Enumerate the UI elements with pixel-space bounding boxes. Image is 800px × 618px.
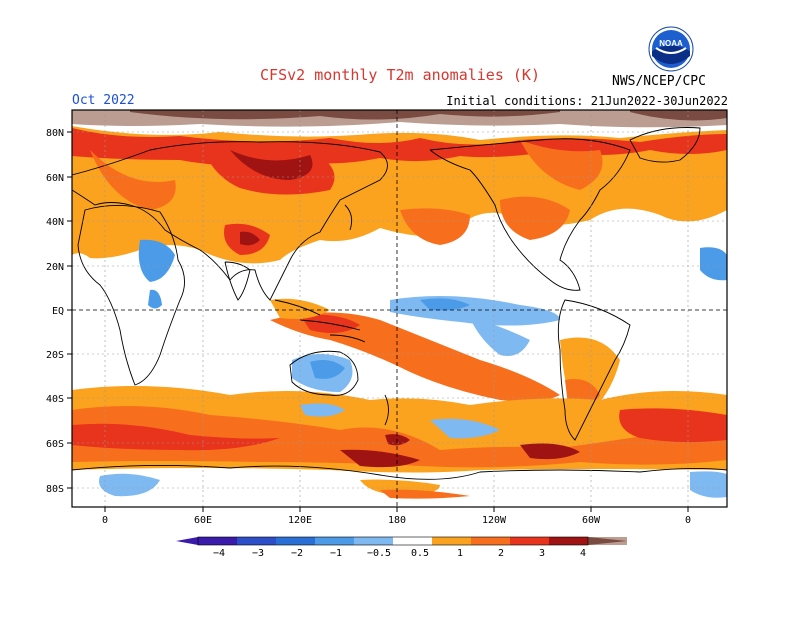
- logo-text: NOAA: [659, 39, 683, 48]
- map-title: CFSv2 monthly T2m anomalies (K): [260, 66, 540, 84]
- enso-cool-core: [420, 298, 470, 311]
- maritime-warm: [270, 298, 330, 319]
- arctic-max-anomaly-2: [630, 110, 727, 121]
- so-max-1: [340, 449, 420, 468]
- lat-label-60s: 60S: [46, 439, 64, 450]
- colorbar-seg-4-3: [237, 537, 276, 545]
- colorbar-seg-05-1: [432, 537, 471, 545]
- so-hot-2: [619, 408, 727, 443]
- lat-label-40s: 40S: [46, 394, 64, 405]
- lat-label-40n: 40N: [46, 217, 64, 228]
- lat-label-eq: EQ: [52, 306, 64, 317]
- lat-label-20s: 20S: [46, 350, 64, 361]
- colorbar-label-4: 4: [580, 548, 586, 559]
- lat-label-60n: 60N: [46, 173, 64, 184]
- australia-cool-core: [310, 360, 345, 379]
- antarctic-cool-2: [690, 471, 727, 498]
- na-warm: [500, 196, 570, 240]
- lon-label-120w: 120W: [482, 515, 507, 526]
- enso-cool-2: [470, 318, 530, 356]
- colorbar-label-neg3: −3: [252, 548, 264, 559]
- initial-conditions: Initial conditions: 21Jun2022-30Jun2022: [446, 94, 728, 108]
- siberia-max: [230, 150, 313, 180]
- atlantic-cool: [700, 247, 727, 281]
- colorbar-seg-3-4: [549, 537, 588, 545]
- colorbar-seg-below-4: [198, 537, 237, 545]
- anomaly-fields: [72, 110, 727, 507]
- lat-label-80n: 80N: [46, 128, 64, 139]
- lon-label-60e: 60E: [194, 515, 212, 526]
- africa-cool: [148, 289, 162, 309]
- nafrica-cool: [138, 239, 175, 282]
- antarctic-cool-1: [99, 473, 160, 497]
- noaa-logo: NOAA: [648, 26, 694, 72]
- colorbar: −4 −3 −2 −1 −0.5 0.5 1 2 3 4: [176, 536, 627, 559]
- so-max-3: [385, 434, 410, 446]
- lon-label-0: 0: [102, 515, 108, 526]
- colorbar-label-neg4: −4: [213, 548, 225, 559]
- lon-label-60w: 60W: [582, 515, 601, 526]
- colorbar-seg-neutral: [393, 537, 432, 545]
- colorbar-label-05: 0.5: [411, 548, 429, 559]
- graticule: [72, 110, 727, 507]
- np-warm: [400, 208, 470, 245]
- lat-axis: 80N 60N 40N 20N EQ 20S 40S 60S 80S: [46, 128, 72, 495]
- lon-label-120e: 120E: [288, 515, 312, 526]
- tibet-max: [240, 231, 260, 246]
- map-frame: [71, 109, 728, 508]
- lon-label-180: 180: [388, 515, 406, 526]
- colorbar-seg-1-2: [471, 537, 510, 545]
- colorbar-label-1: 1: [457, 548, 463, 559]
- colorbar-seg-3-2: [276, 537, 315, 545]
- so-max-2: [520, 443, 580, 460]
- colorbar-seg-1-05: [354, 537, 393, 545]
- forecast-month: Oct 2022: [72, 93, 135, 108]
- arctic-max-anomaly: [130, 110, 560, 120]
- so-cool-2: [300, 403, 345, 417]
- org-label: NWS/NCEP/CPC: [612, 74, 706, 89]
- lat-label-20n: 20N: [46, 262, 64, 273]
- lon-label-0-east: 0: [685, 515, 691, 526]
- colorbar-label-3: 3: [539, 548, 545, 559]
- colorbar-label-2: 2: [498, 548, 504, 559]
- colorbar-label-neg05: −0.5: [367, 548, 391, 559]
- colorbar-high-arrow: [588, 537, 627, 545]
- colorbar-label-neg2: −2: [291, 548, 303, 559]
- colorbar-label-neg1: −1: [330, 548, 342, 559]
- europe-warm: [90, 150, 176, 210]
- colorbar-seg-2-1: [315, 537, 354, 545]
- lon-axis: 0 60E 120E 180 120W 60W 0: [102, 507, 691, 526]
- equator-dateline: [72, 110, 727, 507]
- colorbar-low-arrow: [176, 537, 198, 545]
- colorbar-seg-2-3: [510, 537, 549, 545]
- so-cool-1: [430, 418, 500, 439]
- lat-label-80s: 80S: [46, 484, 64, 495]
- spcz-warm: [270, 312, 560, 402]
- canada-warm: [520, 140, 603, 190]
- so-hot-1: [72, 423, 280, 451]
- antarctic-warm-2: [380, 489, 470, 499]
